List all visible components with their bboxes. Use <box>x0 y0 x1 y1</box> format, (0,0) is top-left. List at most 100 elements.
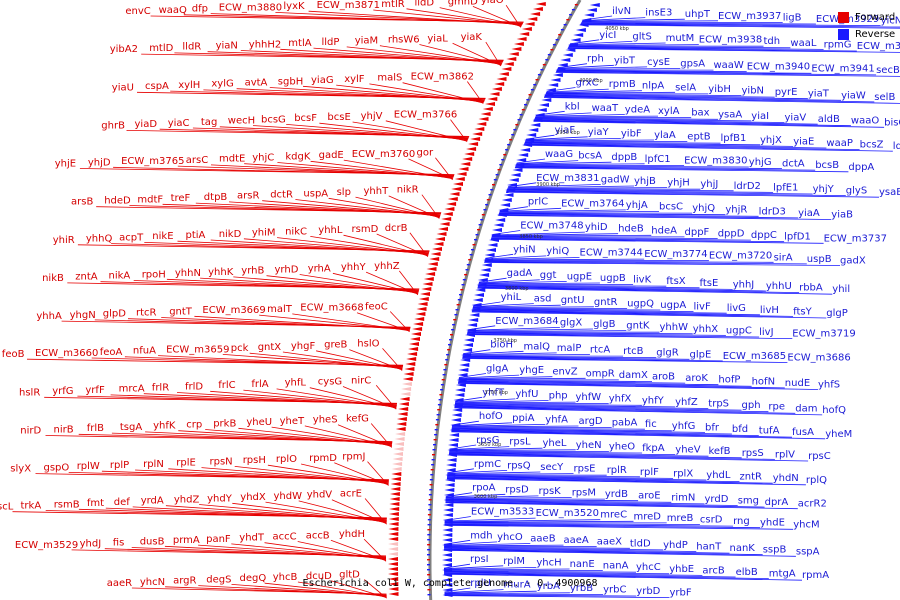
reverse-gene-label[interactable]: argD <box>579 416 603 427</box>
forward-gene-label[interactable]: ghrB <box>101 120 125 131</box>
forward-gene-label[interactable]: sgbH <box>278 76 303 87</box>
forward-gene-label[interactable]: ECW_m3766 <box>394 110 457 121</box>
reverse-gene-label[interactable]: lpfE1 <box>773 182 798 193</box>
forward-gene-label[interactable]: yheS <box>313 415 338 426</box>
reverse-gene-label[interactable]: hanT <box>696 542 722 553</box>
reverse-gene-label[interactable]: ftsX <box>666 276 685 287</box>
reverse-gene-label[interactable]: gntR <box>594 297 618 308</box>
forward-gene-label[interactable]: envC <box>125 6 150 17</box>
reverse-gene-label[interactable]: yhjQ <box>692 203 715 214</box>
forward-gene-label[interactable]: tsgA <box>120 422 142 433</box>
reverse-gene-label[interactable]: yiaF <box>555 125 576 136</box>
reverse-gene-label[interactable]: ECW_m3737 <box>824 233 887 244</box>
forward-gene-label[interactable]: yiaO <box>481 0 504 6</box>
reverse-gene-label[interactable]: livJ <box>759 327 773 338</box>
forward-gene-label[interactable]: yiaL <box>427 33 448 44</box>
reverse-gene-label[interactable]: yhbE <box>669 564 694 575</box>
forward-gene-label[interactable]: yiaK <box>461 32 483 43</box>
reverse-gene-label[interactable]: yhfX <box>609 394 632 405</box>
reverse-gene-label[interactable]: uspB <box>807 254 832 265</box>
forward-gene-label[interactable]: yhhK <box>208 267 234 278</box>
reverse-gene-label[interactable]: yhcO <box>497 532 523 543</box>
forward-gene-label[interactable]: dcuD <box>306 571 332 582</box>
forward-gene-label[interactable]: rplE <box>176 458 196 469</box>
reverse-gene-label[interactable]: ECW_m3719 <box>792 329 855 340</box>
forward-gene-label[interactable]: nikA <box>109 271 131 282</box>
forward-gene-label[interactable]: rpmD <box>309 453 337 464</box>
reverse-gene-label[interactable]: ldrD1 <box>893 141 900 152</box>
reverse-gene-label[interactable]: tufA <box>759 426 780 437</box>
reverse-gene-label[interactable]: yhfA <box>545 414 568 425</box>
reverse-gene-label[interactable]: elbB <box>736 567 758 578</box>
reverse-gene-label[interactable]: yhjY <box>813 184 835 195</box>
forward-gene-label[interactable]: rhsW6 <box>388 35 420 46</box>
reverse-gene-label[interactable]: mtgA <box>769 569 796 580</box>
forward-gene-label[interactable]: slyX <box>10 464 31 475</box>
reverse-gene-label[interactable]: rpoA <box>472 483 496 494</box>
reverse-gene-label[interactable]: glgB <box>593 319 615 330</box>
reverse-gene-label[interactable]: yhhX <box>693 324 719 335</box>
reverse-gene-label[interactable]: yiaE <box>793 136 814 147</box>
reverse-gene-label[interactable]: glpE <box>690 349 712 360</box>
forward-gene-label[interactable]: hdeD <box>104 196 131 207</box>
reverse-gene-label[interactable]: livK <box>633 275 651 286</box>
forward-gene-label[interactable]: rsmD <box>352 224 379 235</box>
forward-gene-label[interactable]: rtcR <box>136 308 157 319</box>
forward-gene-label[interactable]: dtpB <box>204 192 228 203</box>
reverse-gene-label[interactable]: mutM <box>666 33 695 44</box>
forward-gene-label[interactable]: arsR <box>237 191 259 202</box>
reverse-gene-label[interactable]: bfd <box>732 424 748 435</box>
reverse-gene-label[interactable]: dppB <box>611 152 637 163</box>
reverse-gene-label[interactable]: yhdP <box>663 540 688 551</box>
forward-gene-label[interactable]: frlC <box>218 380 235 391</box>
reverse-gene-label[interactable]: ftsE <box>700 278 719 289</box>
forward-gene-label[interactable]: nirB <box>54 424 74 435</box>
forward-gene-label[interactable]: yhfL <box>285 378 307 389</box>
reverse-gene-label[interactable]: rplM <box>503 556 525 567</box>
reverse-gene-label[interactable]: rplQ <box>806 475 827 486</box>
forward-gene-label[interactable]: dfp <box>192 4 208 15</box>
reverse-gene-label[interactable]: nanK <box>730 543 756 554</box>
forward-gene-label[interactable]: rplN <box>143 459 164 470</box>
reverse-gene-label[interactable]: yhhU <box>766 281 792 292</box>
reverse-gene-label[interactable]: hofO <box>479 411 503 422</box>
reverse-gene-label[interactable]: fkpA <box>642 443 665 454</box>
forward-gene-label[interactable]: gadE <box>319 150 344 161</box>
reverse-gene-label[interactable]: rplV <box>775 449 795 460</box>
reverse-gene-label[interactable]: ECW_m3533 <box>471 507 534 518</box>
reverse-gene-label[interactable]: gadW <box>601 174 630 185</box>
forward-gene-label[interactable]: lldP <box>322 37 340 48</box>
reverse-gene-label[interactable]: mreB <box>667 513 694 524</box>
forward-gene-label[interactable]: yrdA <box>141 496 164 507</box>
reverse-gene-label[interactable]: rpsG <box>476 435 499 446</box>
reverse-gene-label[interactable]: yhjH <box>667 178 690 189</box>
forward-gene-label[interactable]: yhhY <box>341 262 367 273</box>
reverse-gene-label[interactable]: rpsK <box>539 486 562 497</box>
reverse-gene-label[interactable]: yhjX <box>760 135 782 146</box>
forward-gene-label[interactable]: ECW_m3871 <box>317 0 380 11</box>
forward-gene-label[interactable]: xylF <box>344 74 365 85</box>
reverse-gene-label[interactable]: arcB <box>702 565 725 576</box>
forward-gene-label[interactable]: yrhB <box>241 266 264 277</box>
reverse-gene-label[interactable]: cysE <box>647 57 670 68</box>
reverse-gene-label[interactable]: ECW_m3720 <box>709 251 772 262</box>
forward-gene-label[interactable]: fis <box>113 538 125 549</box>
forward-gene-label[interactable]: prkB <box>213 418 236 429</box>
reverse-gene-label[interactable]: hofN <box>752 376 775 387</box>
reverse-gene-label[interactable]: gntU <box>561 295 585 306</box>
reverse-gene-label[interactable]: yhiQ <box>546 246 569 257</box>
reverse-gene-label[interactable]: rpsC <box>808 451 831 462</box>
reverse-gene-label[interactable]: ppiA <box>512 413 534 424</box>
forward-gene-label[interactable]: gmhD <box>448 0 478 7</box>
reverse-gene-label[interactable]: hdeA <box>651 225 677 236</box>
reverse-gene-label[interactable]: ldrD2 <box>734 181 761 192</box>
forward-gene-label[interactable]: rplW <box>77 461 100 472</box>
reverse-gene-label[interactable]: gadA <box>507 268 533 279</box>
reverse-gene-label[interactable]: yibN <box>742 86 765 97</box>
reverse-gene-label[interactable]: livG <box>727 303 746 314</box>
reverse-gene-label[interactable]: lpfC1 <box>645 154 671 165</box>
reverse-gene-label[interactable]: rph <box>587 54 604 65</box>
reverse-gene-label[interactable]: yheO <box>609 441 635 452</box>
reverse-gene-label[interactable]: pabA <box>612 418 638 429</box>
forward-gene-label[interactable]: ECW_m3668 <box>300 303 363 314</box>
